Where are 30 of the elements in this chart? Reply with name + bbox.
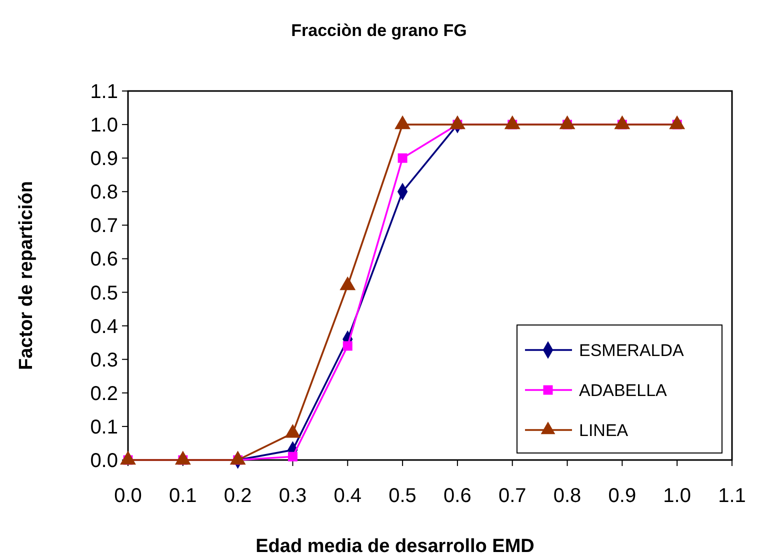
y-tick-label: 0.2 [90,382,118,405]
x-tick-label: 0.6 [444,485,472,507]
x-tick-label: 0.9 [608,485,636,507]
legend-label: ADABELLA [579,380,668,400]
x-axis-title: Edad media de desarrollo EMD [256,536,534,557]
y-tick-label: 0.3 [90,349,118,372]
x-tick-label: 0.3 [278,485,307,507]
y-tick-label: 0.7 [90,215,118,238]
x-tick-label: 0.2 [224,485,252,507]
y-tick-label: 0.4 [90,316,118,338]
x-tick-label: 0.1 [169,485,197,507]
y-axis-title: Factor de repartición [16,181,37,370]
x-tick-label: 0.8 [553,485,582,507]
x-tick-label: 0.4 [334,485,362,507]
y-tick-label: 0.0 [90,450,118,472]
legend-label: LINEA [579,420,629,440]
legend-label: ESMERALDA [579,340,685,360]
y-tick-label: 0.1 [90,416,118,438]
x-tick-label: 0.5 [388,485,416,507]
x-tick-label: 0.0 [114,485,142,507]
y-tick-label: 1.0 [90,114,118,137]
y-tick-label: 0.6 [90,248,118,271]
x-tick-label: 1.0 [663,485,691,507]
y-tick-label: 1.1 [90,81,118,103]
y-tick-label: 0.5 [90,282,118,304]
chart-title: Fracciòn de grano FG [291,21,467,40]
x-tick-label: 1.1 [718,485,746,507]
x-tick-label: 0.7 [498,485,526,507]
y-tick-label: 0.9 [90,148,118,170]
y-tick-label: 0.8 [90,182,118,204]
